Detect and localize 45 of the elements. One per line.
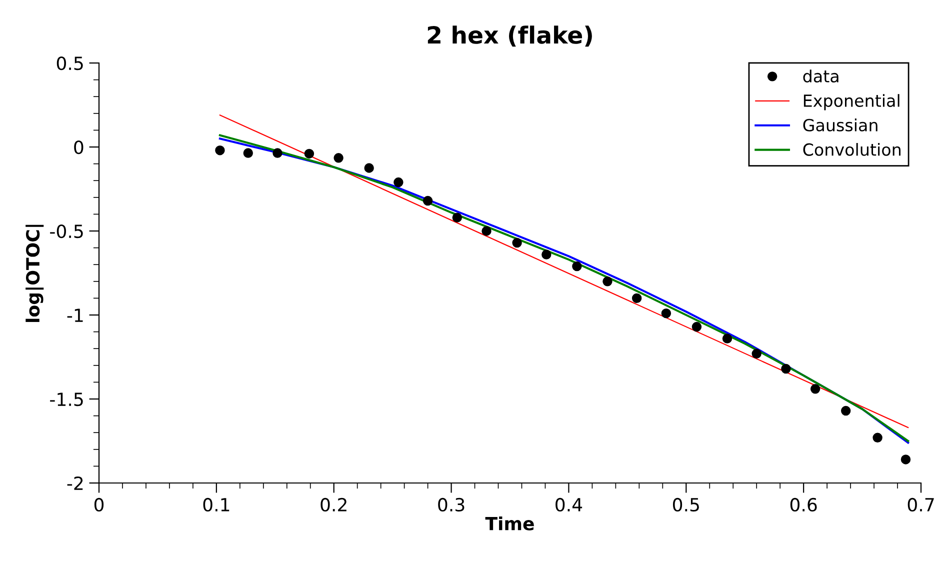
point [781, 364, 791, 374]
x-tick-label: 0.3 [438, 498, 464, 512]
point [482, 226, 492, 236]
point [422, 196, 433, 206]
point [364, 163, 374, 173]
point [602, 276, 612, 286]
point [692, 322, 702, 332]
y-tick-label: -1 [67, 308, 83, 322]
x-tick-label: 0.1 [203, 498, 230, 512]
x-tick-label: 0.5 [672, 498, 699, 512]
x-axis-title: Time [485, 516, 534, 530]
y-tick-label: -1.5 [50, 392, 83, 406]
point [810, 384, 820, 394]
y-tick-label: 0.5 [56, 56, 83, 70]
legend-label: Convolution [803, 142, 900, 156]
point [542, 250, 552, 260]
x-tick-label: 0.2 [320, 498, 346, 512]
legend-label: Exponential [804, 94, 900, 110]
point [243, 148, 253, 158]
point [900, 454, 911, 464]
x-tick-label: 0.4 [556, 498, 582, 512]
point [394, 177, 404, 188]
legend-label: Gaussian [803, 118, 878, 132]
x-tick-label: 0.6 [790, 498, 817, 512]
x-tick-label: 0 [94, 498, 104, 512]
point [272, 148, 282, 158]
point [840, 406, 851, 416]
y-tick-label: -0.5 [50, 224, 83, 238]
y-tick-label: 0 [74, 140, 84, 154]
point [722, 334, 732, 344]
point [334, 153, 344, 163]
x-tick-label: 0.7 [908, 498, 934, 512]
point [661, 308, 672, 318]
y-tick-label: -2 [67, 476, 83, 490]
point [872, 432, 882, 442]
point [512, 238, 522, 248]
y-axis-title: log|OTOC| [26, 224, 44, 322]
point [752, 348, 762, 358]
point [215, 146, 225, 156]
chart-title: 2 hex (flake) [428, 26, 592, 47]
point [452, 212, 462, 222]
point [632, 293, 642, 304]
point [572, 261, 582, 272]
legend-label: data [803, 70, 838, 82]
point [304, 148, 314, 159]
